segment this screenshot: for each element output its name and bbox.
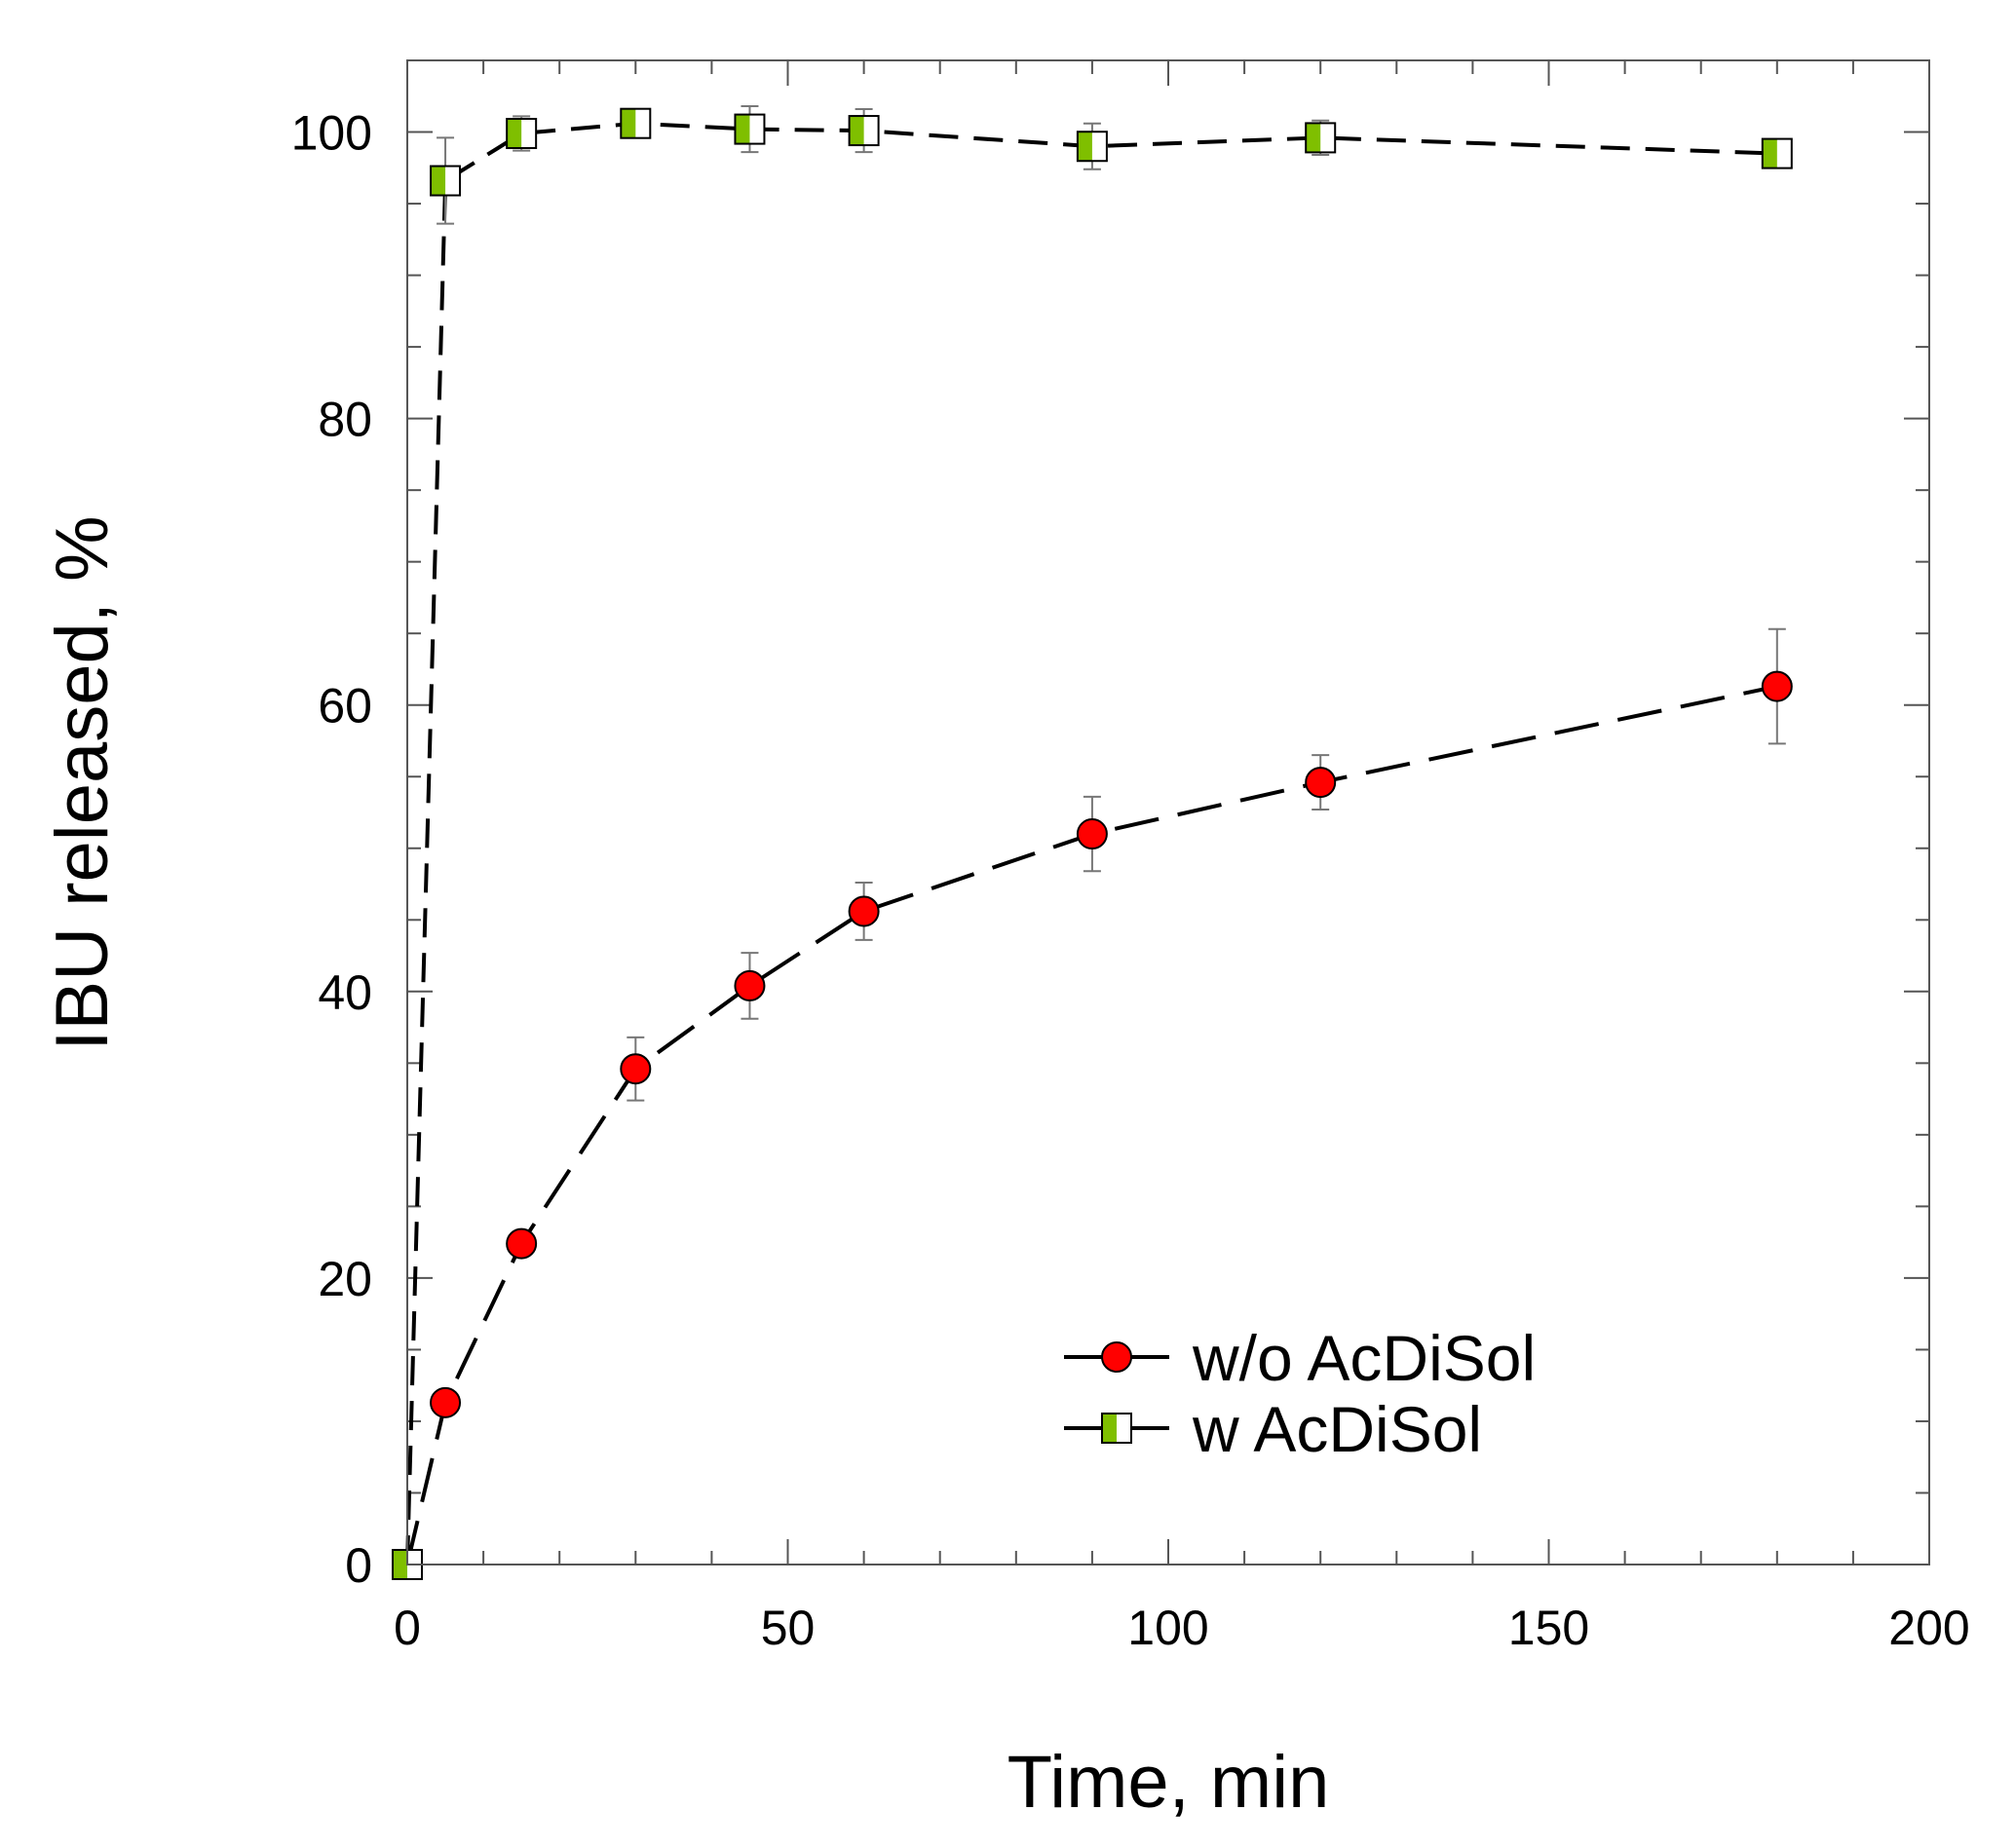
y-tick-label: 40: [318, 965, 372, 1020]
x-axis-title: Time, min: [1008, 1741, 1330, 1824]
y-tick-label: 100: [291, 106, 372, 161]
y-tick-label: 60: [318, 679, 372, 734]
marker-with-acdisol: [430, 165, 462, 197]
series-line-1: [405, 121, 1777, 1565]
x-tick-label: 50: [761, 1601, 816, 1655]
legend-label-without-acdisol: w/o AcDiSol: [1192, 1322, 1536, 1394]
marker-with-acdisol: [620, 107, 652, 139]
marker-with-acdisol: [734, 113, 766, 145]
legend-symbol-without-acdisol: [1064, 1341, 1169, 1373]
marker-without-acdisol: [1076, 818, 1108, 850]
marker-without-acdisol: [1305, 767, 1337, 799]
marker-without-acdisol: [1761, 670, 1793, 702]
marker-with-acdisol: [1305, 122, 1337, 154]
axis-ticks: [406, 59, 1930, 1565]
y-tick-label: 0: [345, 1538, 372, 1593]
marker-with-acdisol: [848, 115, 880, 147]
legend-label-with-acdisol: w AcDiSol: [1192, 1393, 1482, 1465]
series-lines: [405, 121, 1778, 1565]
marker-with-acdisol: [1761, 137, 1793, 170]
legend-marker: [1101, 1413, 1132, 1444]
series-line-0: [405, 684, 1778, 1565]
tick-labels: 0 50 100 150 200 0 20 40 60 80 100: [291, 106, 1970, 1655]
marker-without-acdisol: [848, 895, 880, 927]
marker-without-acdisol: [734, 969, 766, 1001]
marker-without-acdisol: [506, 1227, 538, 1260]
plot-frame: [406, 59, 1930, 1565]
legend-item-with-acdisol: w AcDiSol: [1064, 1393, 1482, 1465]
y-axis-title: IBU released, %: [41, 515, 124, 1050]
x-tick-label: 100: [1127, 1601, 1208, 1655]
x-tick-label: 150: [1508, 1601, 1589, 1655]
marker-without-acdisol: [430, 1386, 462, 1418]
x-tick-label: 200: [1888, 1601, 1969, 1655]
legend-marker: [1101, 1341, 1132, 1373]
legend: w/o AcDiSol w AcDiSol: [1064, 1322, 1536, 1465]
marker-without-acdisol: [620, 1053, 652, 1085]
legend-symbol-with-acdisol: [1064, 1413, 1169, 1444]
y-tick-label: 80: [318, 393, 372, 447]
marker-with-acdisol: [1076, 131, 1108, 163]
legend-item-without-acdisol: w/o AcDiSol: [1064, 1322, 1536, 1394]
x-tick-label: 0: [394, 1601, 421, 1655]
y-tick-label: 20: [318, 1252, 372, 1306]
marker-with-acdisol: [506, 117, 538, 149]
